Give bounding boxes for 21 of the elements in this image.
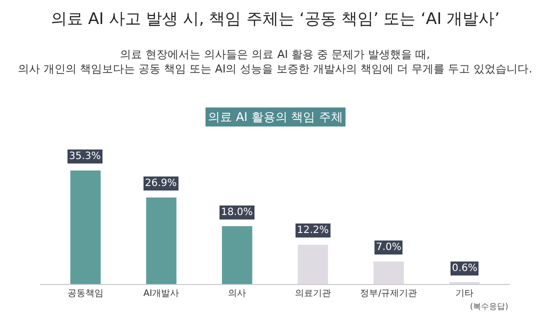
x-tick-label: 의료기관 [294,288,331,299]
text: 의료 AI 활용의 책임 주체 [208,110,344,124]
chart-title: 의료 AI 사고 발생 시, 책임 주체는 ‘공동 책임’ 또는 ‘AI 개발사’ [51,9,500,28]
x-tick-label: 정부/규제기관 [360,288,418,299]
data-label: 35.3% [69,151,101,162]
bar [374,261,404,284]
data-label: 7.0% [376,242,402,253]
data-label: 0.6% [452,263,478,274]
chart-subtitle: 의료 현장에서는 의사들은 의료 AI 활용 중 문제가 발생했을 때, 의사 개인의 책임보다는 공동 책임 또는 AI의 성능을 보증한 개발사의 책임에 더 무게를 두고 있었습니다. [18,48,532,76]
bar [70,170,101,284]
text: (복수응답) [470,302,508,311]
bar [222,226,252,284]
data-label: 12.2% [297,225,329,236]
bar [146,197,176,284]
x-tick-label: 공동책임 [67,288,104,299]
bar [298,244,328,284]
x-tick-label: 기타 [456,288,474,299]
x-tick-label: 의사 [228,288,246,299]
data-label: 18.0% [221,207,253,218]
data-label: 26.9% [145,178,177,189]
x-tick-label: AI개발사 [143,288,180,299]
